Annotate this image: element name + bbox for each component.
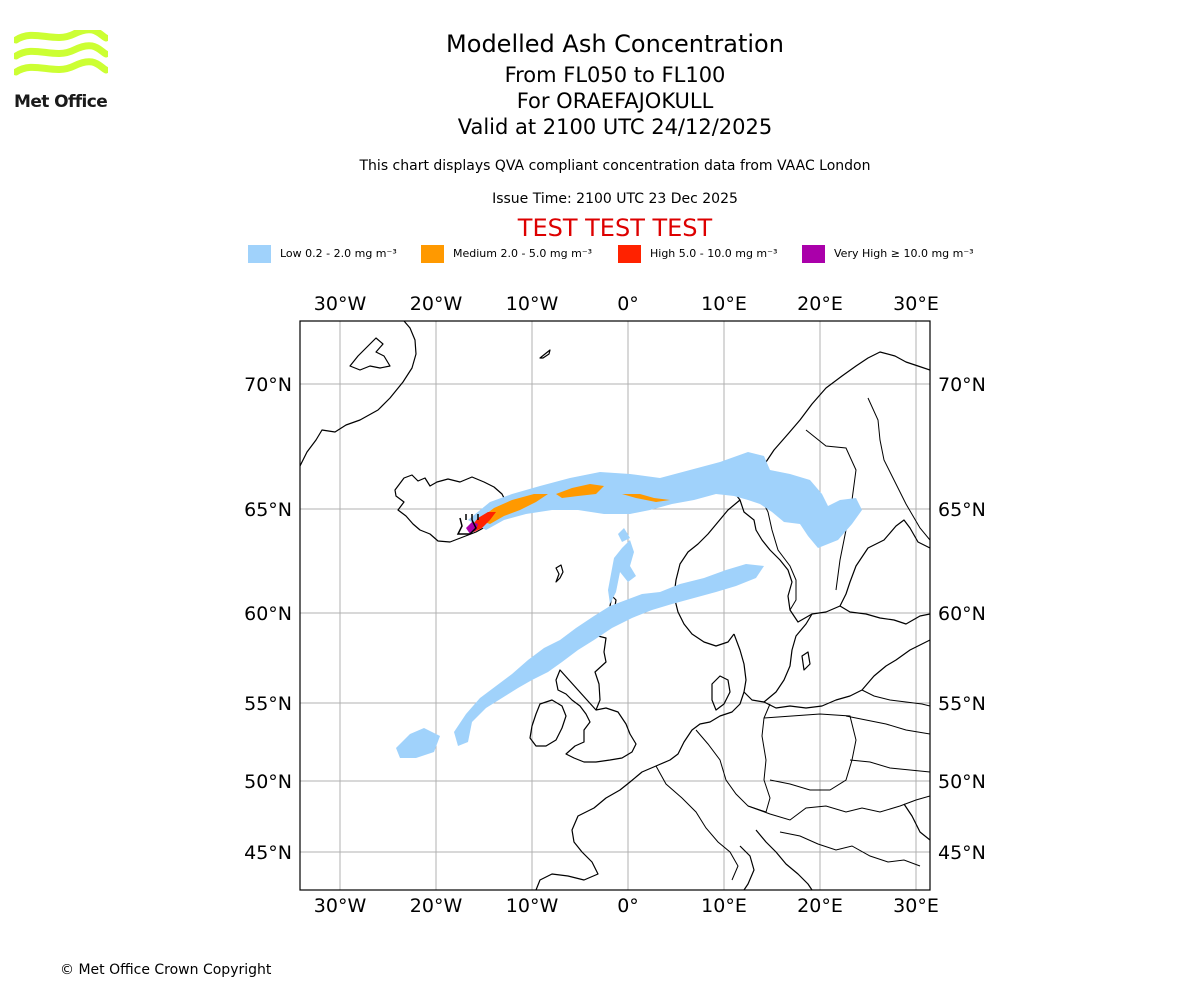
legend-swatch-medium xyxy=(421,244,444,263)
map-gridlines xyxy=(300,321,930,890)
lat-tick-label-right: 60°N xyxy=(938,603,986,625)
logo-text: Met Office xyxy=(14,92,108,112)
england-wales-coast xyxy=(555,669,637,763)
legend-swatch-low xyxy=(248,244,271,263)
sweden-finland-border xyxy=(805,429,857,591)
met-office-waves-icon xyxy=(14,30,108,76)
lon-tick-label-top: 0° xyxy=(617,293,639,315)
lon-tick-label-bottom: 30°W xyxy=(314,895,367,917)
legend-item-low: Low 0.2 - 2.0 mg m⁻³ xyxy=(248,244,397,263)
latitude-labels-right: 70°N 65°N 60°N 55°N 50°N 45°N xyxy=(938,374,986,864)
denmark-coast xyxy=(711,675,731,711)
volcano-source-marker xyxy=(456,514,479,535)
main-title: Modelled Ash Concentration xyxy=(446,30,784,58)
continental-coast xyxy=(535,691,745,890)
lon-tick-label-bottom: 0° xyxy=(617,895,639,917)
latitude-labels-left: 70°N 65°N 60°N 55°N 50°N 45°N xyxy=(244,374,292,864)
lat-tick-label-left: 50°N xyxy=(244,771,292,793)
coastlines xyxy=(300,321,930,890)
lat-tick-label-left: 65°N xyxy=(244,499,292,521)
adriatic-coast xyxy=(755,829,813,890)
test-banner: TEST TEST TEST xyxy=(517,214,713,242)
lat-tick-label-left: 70°N xyxy=(244,374,292,396)
gotland xyxy=(801,651,811,671)
lon-tick-label-bottom: 20°E xyxy=(797,895,843,917)
lat-tick-label-left: 55°N xyxy=(244,693,292,715)
norway-coast xyxy=(733,351,930,623)
baltic-south-coast xyxy=(763,639,930,709)
lon-tick-label-top: 20°W xyxy=(410,293,463,315)
lon-tick-label-bottom: 30°E xyxy=(893,895,939,917)
map-frame xyxy=(299,320,931,891)
central-europe-borders xyxy=(747,795,930,821)
italy-north-coast xyxy=(739,845,755,890)
greenland-inlet xyxy=(349,337,391,371)
lon-tick-label-top: 30°E xyxy=(893,293,939,315)
longitude-labels-bottom: 30°W 20°W 10°W 0° 10°E 20°E 30°E xyxy=(314,895,939,917)
balkan-borders xyxy=(779,831,921,867)
longitude-labels-top: 30°W 20°W 10°W 0° 10°E 20°E 30°E xyxy=(314,293,939,315)
legend-item-high: High 5.0 - 10.0 mg m⁻³ xyxy=(618,244,777,263)
legend-label-very-high: Very High ≥ 10.0 mg m⁻³ xyxy=(834,247,974,260)
lat-tick-label-right: 50°N xyxy=(938,771,986,793)
lat-tick-label-right: 65°N xyxy=(938,499,986,521)
lon-tick-label-bottom: 10°E xyxy=(701,895,747,917)
france-borders xyxy=(655,765,739,881)
lon-tick-label-bottom: 20°W xyxy=(410,895,463,917)
ash-low-south-plume xyxy=(396,528,764,758)
valid-time: Valid at 2100 UTC 24/12/2025 xyxy=(457,115,773,139)
copyright-notice: © Met Office Crown Copyright xyxy=(60,962,272,978)
faroe-islands xyxy=(555,564,564,583)
issue-time: Issue Time: 2100 UTC 23 Dec 2025 xyxy=(492,191,738,207)
met-office-logo: Met Office xyxy=(14,30,108,114)
belarus-ukraine-borders xyxy=(849,759,930,773)
lat-tick-label-left: 45°N xyxy=(244,842,292,864)
lat-tick-label-right: 70°N xyxy=(938,374,986,396)
ash-concentration-plume xyxy=(396,452,862,758)
lat-tick-label-right: 45°N xyxy=(938,842,986,864)
germany-borders xyxy=(695,703,771,813)
legend-item-very-high: Very High ≥ 10.0 mg m⁻³ xyxy=(802,244,974,263)
lon-tick-label-top: 10°W xyxy=(506,293,559,315)
qva-subtitle: This chart displays QVA compliant concen… xyxy=(359,158,871,174)
legend-swatch-high xyxy=(618,244,641,263)
legend-swatch-very-high xyxy=(802,244,825,263)
volcano-name: For ORAEFAJOKULL xyxy=(516,89,714,113)
jan-mayen xyxy=(539,349,551,359)
lon-tick-label-top: 10°E xyxy=(701,293,747,315)
lat-tick-label-right: 55°N xyxy=(938,693,986,715)
legend-label-low: Low 0.2 - 2.0 mg m⁻³ xyxy=(280,247,397,260)
baltic-states-borders xyxy=(845,689,930,735)
finland-russia-border xyxy=(867,397,930,541)
legend-label-high: High 5.0 - 10.0 mg m⁻³ xyxy=(650,247,778,260)
black-sea-coast xyxy=(903,803,930,841)
lon-tick-label-top: 30°W xyxy=(314,293,367,315)
ireland-coast xyxy=(529,699,567,747)
legend-item-medium: Medium 2.0 - 5.0 mg m⁻³ xyxy=(421,244,592,263)
lat-tick-label-left: 60°N xyxy=(244,603,292,625)
ash-medium-bands xyxy=(478,484,670,524)
finland-coast xyxy=(839,605,930,625)
sweden-coast xyxy=(733,613,813,703)
lon-tick-label-bottom: 10°W xyxy=(506,895,559,917)
greenland-coast xyxy=(300,321,417,467)
flight-level-range: From FL050 to FL100 xyxy=(504,63,726,87)
lon-tick-label-top: 20°E xyxy=(797,293,843,315)
legend-label-medium: Medium 2.0 - 5.0 mg m⁻³ xyxy=(453,247,593,260)
